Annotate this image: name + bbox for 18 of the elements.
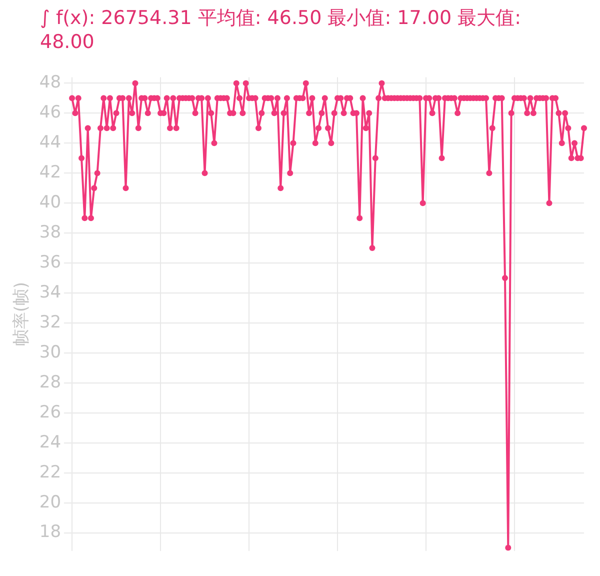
y-tick-label: 22 (39, 462, 62, 482)
y-tick-label: 18 (39, 522, 62, 542)
y-tick-label: 44 (39, 132, 62, 153)
y-tick-label: 32 (39, 312, 62, 332)
y-tick-label: 28 (39, 372, 62, 392)
y-tick-label: 34 (39, 282, 62, 302)
y-tick-label: 40 (39, 192, 62, 213)
y-tick-label: 42 (39, 162, 62, 183)
y-tick-label: 38 (39, 222, 62, 242)
y-tick-label: 24 (39, 432, 62, 452)
y-tick-label: 46 (39, 102, 62, 123)
y-tick-label: 48 (39, 72, 62, 93)
y-tick-label: 36 (39, 252, 62, 272)
y-tick-label: 26 (39, 402, 62, 422)
chart-title: ∫ f(x): 26754.31 平均值: 46.50 最小值: 17.00 最大值: 48.00 (39, 6, 522, 54)
y-tick-label: 20 (39, 492, 62, 512)
y-tick-label: 30 (39, 342, 62, 362)
y-axis-title: 帧率(帧) (12, 282, 32, 346)
